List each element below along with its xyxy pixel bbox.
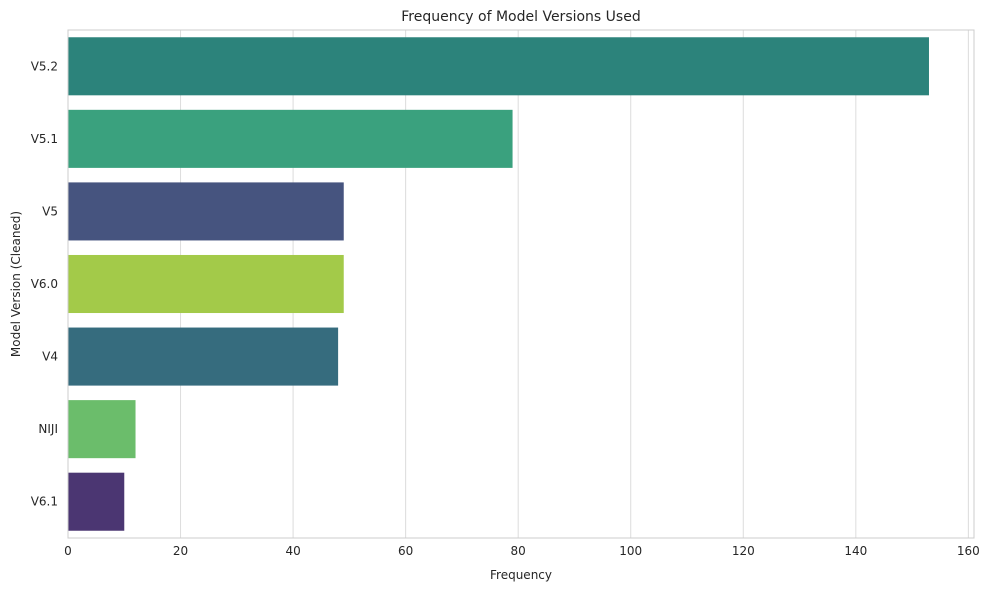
x-tick-label: 60 xyxy=(398,544,413,558)
bar-v4 xyxy=(68,327,339,386)
y-tick-label: V6.0 xyxy=(31,277,58,291)
y-tick-label: NIJI xyxy=(38,422,58,436)
y-tick-label: V4 xyxy=(42,350,58,364)
x-tick-label: 40 xyxy=(285,544,300,558)
x-axis-label: Frequency xyxy=(490,568,552,582)
plot-frame xyxy=(67,29,975,539)
bar-niji xyxy=(68,400,136,459)
bar-v6-1 xyxy=(68,472,125,531)
x-tick-label: 120 xyxy=(732,544,755,558)
x-tick-label: 140 xyxy=(844,544,867,558)
bar-v6-0 xyxy=(68,254,344,314)
y-axis-label: Model Version (Cleaned) xyxy=(9,211,23,357)
x-tick-label: 20 xyxy=(173,544,188,558)
x-tick-label: 100 xyxy=(619,544,642,558)
bar-v5-2 xyxy=(68,37,929,96)
x-tick-label: 160 xyxy=(957,544,980,558)
y-tick-label: V5.1 xyxy=(31,132,58,146)
y-tick-label: V5.2 xyxy=(31,59,58,73)
x-tick-label: 0 xyxy=(64,544,72,558)
x-tick-labels: 0 20 40 60 80 100 120 140 160 xyxy=(64,544,980,558)
y-tick-label: V5 xyxy=(42,204,58,218)
bar-v5 xyxy=(68,182,344,241)
y-tick-labels: V5.2 V5.1 V5 V6.0 V4 NIJI V6.1 xyxy=(31,59,58,508)
bar-v5-1 xyxy=(68,109,513,168)
bars xyxy=(68,37,929,531)
y-tick-label: V6.1 xyxy=(31,495,58,509)
chart-title: Frequency of Model Versions Used xyxy=(401,9,640,25)
x-tick-label: 80 xyxy=(511,544,526,558)
